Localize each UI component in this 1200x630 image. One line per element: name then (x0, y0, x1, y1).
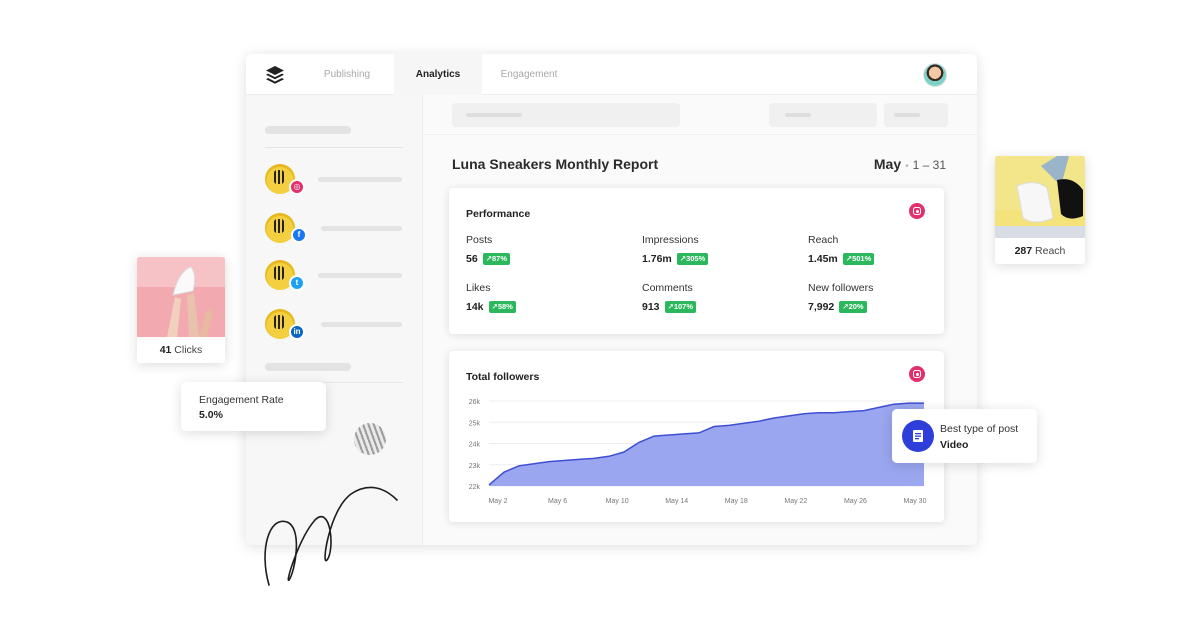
search-placeholder[interactable] (452, 103, 680, 127)
metric-label: Impressions (642, 234, 699, 246)
metric-value: 7,992 (808, 300, 835, 313)
metric-posts: Posts 56 ↗87% (466, 234, 510, 268)
performance-card: Performance Posts 56 ↗87% Impressions 1.7… (449, 188, 944, 334)
export-placeholder[interactable] (884, 103, 948, 127)
hands-sneaker-photo (137, 257, 225, 337)
followers-card: Total followers 26k 25k 24k 23k 22k May 2 May … (449, 351, 944, 522)
change-badge: ↗20% (839, 300, 867, 313)
change-badge: ↗87% (482, 252, 510, 265)
app-window: Publishing Analytics Engagement ◎ f t in (246, 54, 977, 545)
x-tick-label: May 10 (606, 498, 629, 505)
instagram-icon: ◎ (289, 179, 305, 195)
followers-chart[interactable]: 26k 25k 24k 23k 22k May 2 May 6 May 10 May 14 May… (449, 351, 944, 522)
followers-title: Total followers (466, 371, 540, 383)
best-post-card[interactable]: Best type of post Video (892, 409, 1037, 463)
x-tick-label: May 14 (665, 498, 688, 505)
metric-value: 913 (642, 300, 660, 313)
change-badge: ↗501% (842, 252, 875, 265)
account-name-placeholder (321, 226, 402, 231)
followers-series-line (488, 402, 924, 486)
best-post-value: Video (940, 439, 969, 451)
clicks-label: Clicks (174, 344, 203, 356)
sidebar-placeholder-bar (265, 126, 351, 134)
account-avatar (265, 213, 295, 243)
tab-analytics[interactable]: Analytics (394, 54, 482, 95)
post-list-icon (902, 420, 934, 452)
clicks-value: 41 (159, 344, 172, 356)
metric-reach: Reach 1.45m ↗501% (808, 234, 875, 268)
x-tick-label: May 22 (784, 498, 807, 505)
clicks-caption: 41 Clicks (137, 337, 225, 363)
x-tick-label: May 6 (548, 498, 567, 505)
x-tick-label: May 26 (844, 498, 867, 505)
account-name-placeholder (318, 177, 402, 182)
clicks-card[interactable]: 41 Clicks (137, 257, 225, 363)
engagement-rate-card[interactable]: Engagement Rate 5.0% (181, 382, 326, 431)
change-badge: ↗305% (676, 252, 709, 265)
main-content: Luna Sneakers Monthly Report May • 1 – 31 … (423, 95, 977, 545)
reach-value: 287 (1014, 245, 1033, 257)
instagram-icon (909, 203, 925, 219)
account-avatar (265, 164, 295, 194)
best-post-label: Best type of post (940, 423, 1019, 435)
facebook-icon: f (291, 227, 307, 243)
engagement-value: 5.0% (199, 409, 223, 421)
metric-value: 1.76m (642, 252, 672, 265)
metric-likes: Likes 14k ↗58% (466, 282, 516, 316)
y-tick-label: 23k (469, 463, 481, 470)
reach-label: Reach (1035, 245, 1066, 257)
metric-label: Comments (642, 282, 693, 294)
x-tick-label: May 2 (488, 498, 507, 505)
sidebar-divider (265, 382, 403, 383)
tab-engagement[interactable]: Engagement (500, 69, 558, 80)
change-badge: ↗58% (488, 300, 516, 313)
linkedin-icon: in (289, 324, 305, 340)
report-title: Luna Sneakers Monthly Report (452, 156, 659, 172)
x-tick-label: May 18 (725, 498, 748, 505)
metric-impressions: Impressions 1.76m ↗305% (642, 234, 709, 268)
y-tick-label: 26k (469, 399, 481, 406)
performance-title: Performance (466, 208, 531, 220)
y-tick-label: 25k (469, 420, 481, 427)
sidebar-placeholder-bar (265, 363, 351, 371)
tab-publishing[interactable]: Publishing (323, 69, 371, 80)
metric-label: Reach (808, 234, 839, 246)
top-navigation: Publishing Analytics Engagement (246, 54, 977, 95)
metric-label: Likes (466, 282, 491, 294)
sneaker-wall-photo (995, 156, 1085, 238)
instagram-icon (909, 366, 925, 382)
metric-label: New followers (808, 282, 874, 294)
followers-area (489, 403, 924, 486)
y-tick-label: 22k (469, 484, 481, 491)
twitter-icon: t (289, 275, 305, 291)
buffer-logo-icon[interactable] (264, 64, 286, 86)
metric-value: 1.45m (808, 252, 838, 265)
separator-dot: • (905, 161, 909, 172)
sidebar: ◎ f t in (246, 95, 423, 545)
report-month: May (873, 156, 902, 172)
sneaker-thumbnail[interactable] (354, 423, 386, 455)
sidebar-divider (265, 147, 403, 148)
change-badge: ↗107% (664, 300, 696, 313)
y-tick-label: 24k (469, 442, 481, 449)
account-name-placeholder (321, 322, 402, 327)
engagement-label: Engagement Rate (199, 394, 284, 406)
report-day-range: 1 – 31 (912, 158, 946, 172)
reach-caption: 287 Reach (995, 238, 1085, 264)
toolbar (423, 95, 977, 135)
metric-new-followers: New followers 7,992 ↗20% (808, 282, 873, 316)
filter-placeholder[interactable] (769, 103, 877, 127)
metric-value: 56 (466, 252, 478, 265)
metric-comments: Comments 913 ↗107% (642, 282, 696, 316)
metric-value: 14k (466, 300, 484, 313)
x-tick-label: May 30 (904, 498, 927, 505)
reach-card[interactable]: 287 Reach (995, 156, 1085, 264)
user-avatar[interactable] (923, 63, 947, 87)
account-name-placeholder (318, 273, 402, 278)
date-range[interactable]: May • 1 – 31 (874, 156, 946, 172)
decorative-scribble (264, 486, 398, 586)
metric-label: Posts (466, 234, 493, 246)
